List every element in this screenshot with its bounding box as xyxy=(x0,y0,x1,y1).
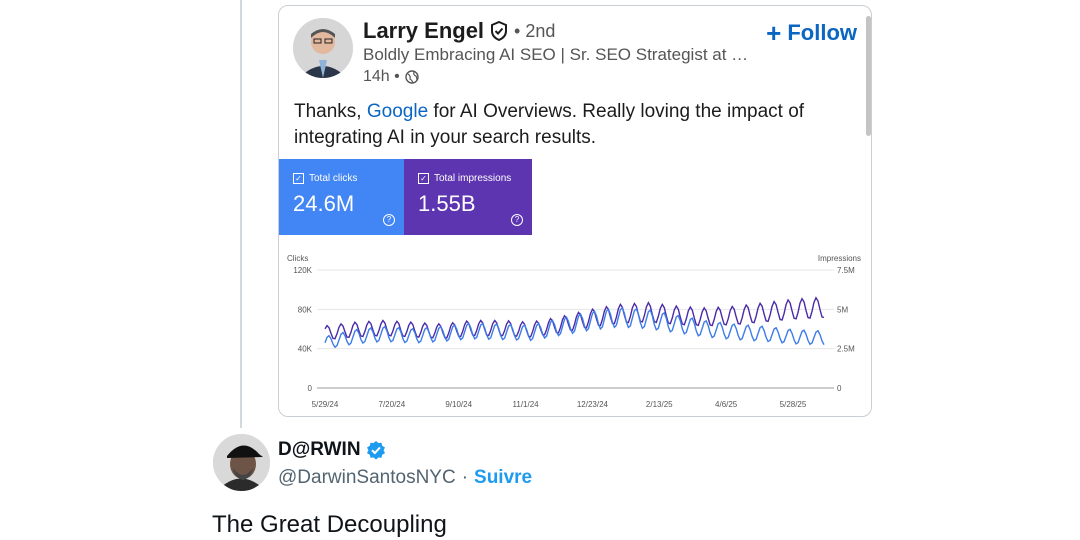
follow-label: Follow xyxy=(787,20,857,45)
plus-icon: + xyxy=(766,18,782,48)
post-text-start: Thanks, xyxy=(294,101,367,122)
tweet-handle[interactable]: @DarwinSantosNYC xyxy=(278,467,456,488)
checkbox-icon: ✓ xyxy=(293,173,304,184)
x-tick-label: 9/10/24 xyxy=(445,400,472,409)
x-tick-label: 7/20/24 xyxy=(379,400,406,409)
x-tick-label: 12/23/24 xyxy=(577,400,609,409)
suivre-button[interactable]: Suivre xyxy=(474,467,533,488)
y-right-tick-label: 7.5M xyxy=(837,266,855,275)
x-tick-label: 4/6/25 xyxy=(715,400,738,409)
author-headline: Boldly Embracing AI SEO | Sr. SEO Strate… xyxy=(363,45,749,64)
embedded-linkedin-post[interactable]: Larry Engel • 2nd Boldly Embracing AI SE… xyxy=(278,5,872,417)
x-tick-label: 5/29/24 xyxy=(312,400,339,409)
performance-chart: Clicks Impressions 120K 80K 40K 0 7.5M 5M 2.5M 0 5… xyxy=(287,254,861,409)
post-time: 14h • xyxy=(363,68,400,85)
shield-check-icon xyxy=(491,21,508,41)
post-text-end: for AI Overviews. Really loving the impa… xyxy=(294,101,805,148)
total-clicks-card[interactable]: ✓ Total clicks 24.6M ? xyxy=(279,159,404,235)
series-line-clicks xyxy=(324,306,825,349)
author-avatar[interactable] xyxy=(293,18,353,78)
total-impressions-label: Total impressions xyxy=(434,173,512,184)
tweet-handle-row: @DarwinSantosNYC · Suivre xyxy=(278,467,532,489)
globe-icon xyxy=(405,70,419,84)
tweet-display-name[interactable]: D@RWIN xyxy=(278,439,386,461)
author-name[interactable]: Larry Engel • 2nd xyxy=(363,18,555,44)
x-tick-label: 2/13/25 xyxy=(646,400,673,409)
y-left-axis-label: Clicks xyxy=(287,254,308,263)
separator-dot: · xyxy=(461,467,469,488)
post-text: Thanks, Google for AI Overviews. Really … xyxy=(294,99,854,151)
y-left-tick-label: 80K xyxy=(298,305,313,314)
total-clicks-label: Total clicks xyxy=(309,173,358,184)
total-clicks-header: ✓ Total clicks xyxy=(293,173,357,184)
post-meta: 14h • xyxy=(363,68,419,86)
y-right-tick-label: 2.5M xyxy=(837,345,855,354)
total-impressions-card[interactable]: ✓ Total impressions 1.55B ? xyxy=(404,159,532,235)
scrollbar[interactable] xyxy=(866,16,871,136)
total-impressions-value: 1.55B xyxy=(418,191,476,216)
y-left-tick-label: 40K xyxy=(298,345,313,354)
help-icon: ? xyxy=(383,214,395,226)
y-right-axis-label: Impressions xyxy=(818,254,861,263)
x-tick-label: 11/1/24 xyxy=(513,400,540,409)
verified-badge-icon xyxy=(366,441,385,460)
total-clicks-value: 24.6M xyxy=(293,191,355,216)
google-mention-link[interactable]: Google xyxy=(366,101,429,122)
tweet-text: The Great Decoupling xyxy=(212,511,447,538)
series-line-impressions xyxy=(324,296,825,340)
thread-line xyxy=(240,0,242,428)
y-left-tick-label: 0 xyxy=(308,384,313,393)
y-left-tick-label: 120K xyxy=(293,266,312,275)
checkbox-icon: ✓ xyxy=(418,173,429,184)
x-tick-label: 5/28/25 xyxy=(780,400,807,409)
total-impressions-header: ✓ Total impressions xyxy=(418,173,511,184)
author-name-text[interactable]: Larry Engel xyxy=(363,18,485,43)
follow-button[interactable]: + Follow xyxy=(766,20,857,46)
y-right-tick-label: 0 xyxy=(837,384,842,393)
tweet-author-avatar[interactable] xyxy=(213,434,270,491)
tweet-display-name-text[interactable]: D@RWIN xyxy=(278,439,361,460)
help-icon: ? xyxy=(511,214,523,226)
y-right-tick-label: 5M xyxy=(837,305,848,314)
connection-degree: • 2nd xyxy=(514,20,556,41)
